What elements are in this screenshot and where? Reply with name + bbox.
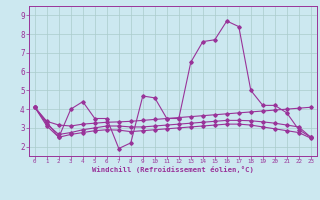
X-axis label: Windchill (Refroidissement éolien,°C): Windchill (Refroidissement éolien,°C) — [92, 166, 254, 173]
